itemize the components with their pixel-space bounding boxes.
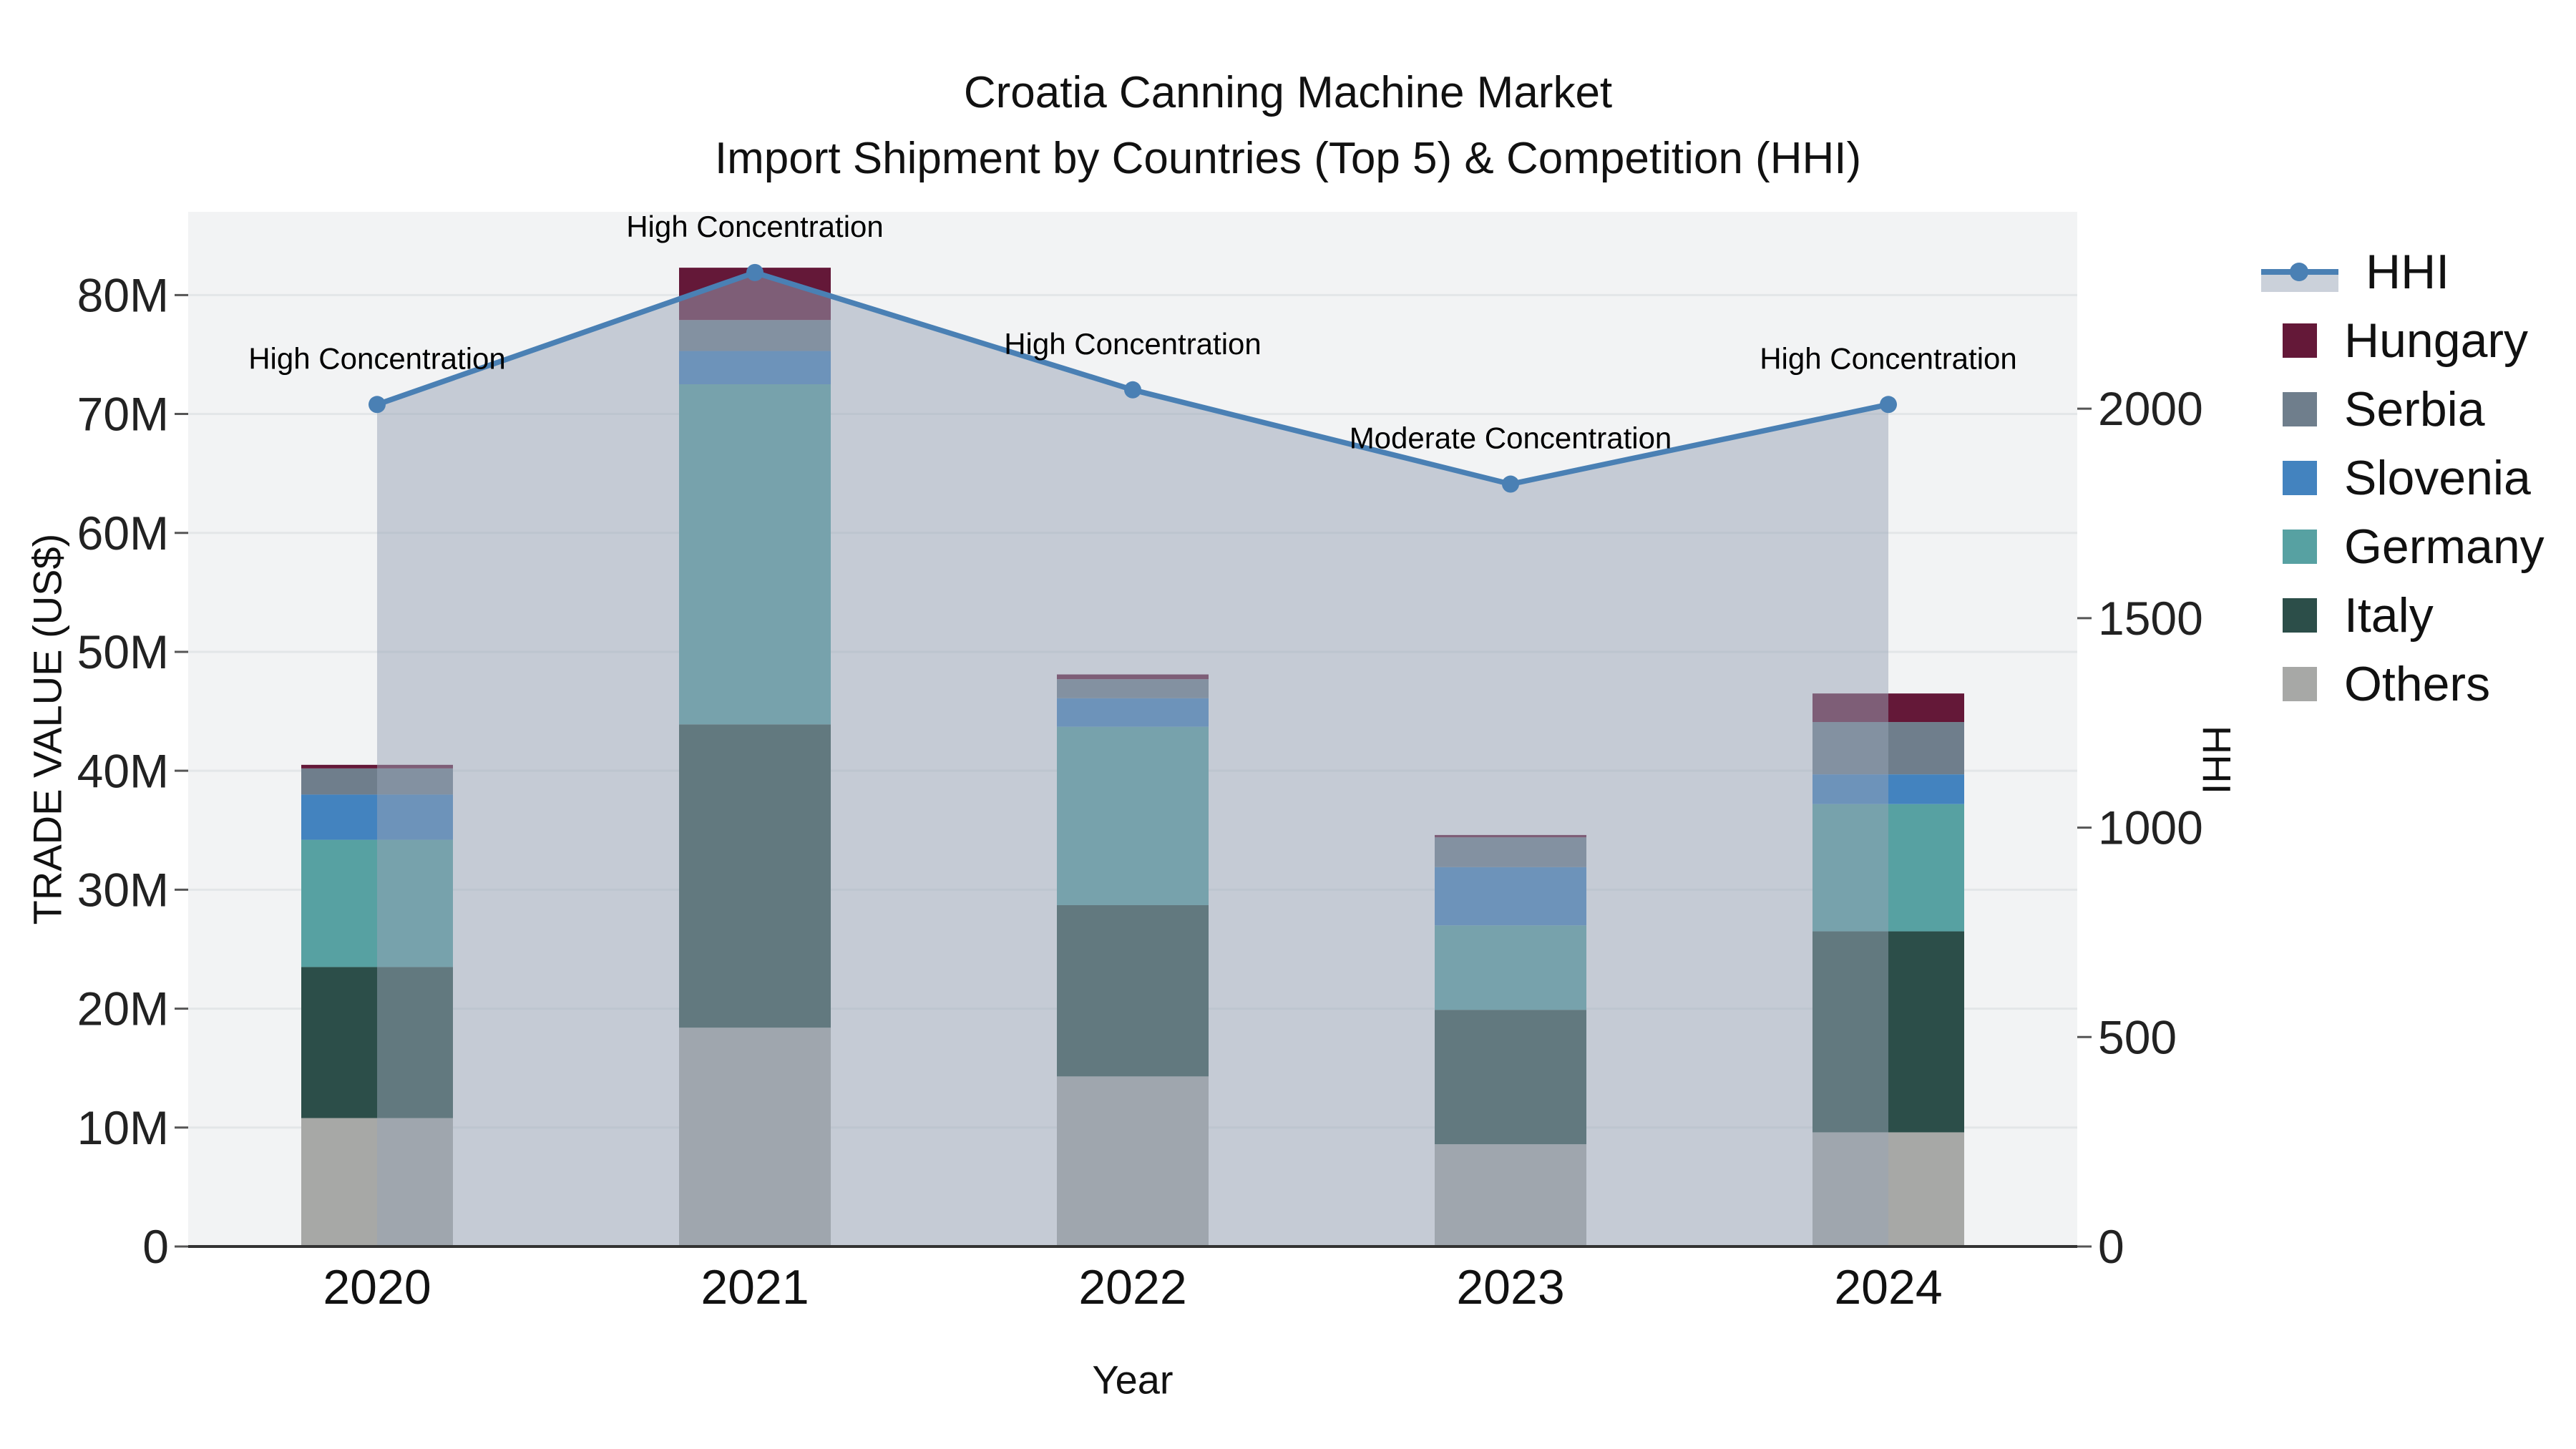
legend-color-swatch <box>2283 598 2317 633</box>
x-tick-label-2021: 2021 <box>701 1260 809 1314</box>
legend-color-swatch <box>2283 530 2317 564</box>
hhi-marker-2020[interactable] <box>369 396 386 414</box>
legend-item-others[interactable]: Others <box>2261 650 2545 718</box>
legend-label: Germany <box>2344 519 2545 574</box>
hhi-area <box>377 272 1888 1247</box>
annotation-2022: High Concentration <box>1004 327 1262 361</box>
hhi-legend-swatch <box>2261 255 2338 292</box>
left-tick-label: 50M <box>77 625 169 678</box>
left-tick-label: 60M <box>77 507 169 560</box>
y-axis-title-right: HHI <box>2194 725 2240 795</box>
legend-item-slovenia[interactable]: Slovenia <box>2261 444 2545 512</box>
left-tick-label: 10M <box>77 1101 169 1154</box>
x-tick-label-2023: 2023 <box>1456 1260 1564 1314</box>
annotation-2021: High Concentration <box>626 210 884 243</box>
right-tick-label: 1500 <box>2098 592 2203 645</box>
left-tick-label: 40M <box>77 744 169 797</box>
left-tick-label: 0 <box>142 1220 169 1273</box>
right-tick-label: 0 <box>2098 1220 2124 1273</box>
left-tick-label: 30M <box>77 863 169 916</box>
right-tick-label: 2000 <box>2098 382 2203 435</box>
x-tick-label-2022: 2022 <box>1078 1260 1186 1314</box>
legend-color-swatch <box>2283 667 2317 701</box>
legend-color-swatch <box>2283 323 2317 358</box>
annotation-2023: Moderate Concentration <box>1350 421 1672 455</box>
annotation-2024: High Concentration <box>1760 341 2017 375</box>
legend-label: Others <box>2344 657 2491 711</box>
legend-item-germany[interactable]: Germany <box>2261 512 2545 581</box>
right-tick-label: 500 <box>2098 1010 2177 1063</box>
hhi-marker-swatch <box>2290 263 2308 281</box>
x-axis-title: Year <box>1092 1357 1174 1402</box>
x-tick-label-2020: 2020 <box>323 1260 431 1314</box>
hhi-marker-2023[interactable] <box>1502 475 1519 493</box>
x-tick-label-2024: 2024 <box>1834 1260 1942 1314</box>
legend-item-serbia[interactable]: Serbia <box>2261 375 2545 444</box>
legend-item-hungary[interactable]: Hungary <box>2261 306 2545 375</box>
chart-title: Croatia Canning Machine Market Import Sh… <box>0 60 2576 192</box>
hhi-marker-2024[interactable] <box>1880 396 1897 414</box>
legend-item-italy[interactable]: Italy <box>2261 581 2545 650</box>
hhi-marker-2022[interactable] <box>1124 381 1141 399</box>
legend-label: HHI <box>2366 245 2450 299</box>
legend-label: Italy <box>2344 588 2434 643</box>
y-axis-title-left: TRADE VALUE (US$) <box>24 533 70 925</box>
left-tick-label: 70M <box>77 388 169 441</box>
hhi-marker-2021[interactable] <box>746 263 763 281</box>
right-tick-label: 1000 <box>2098 801 2203 854</box>
legend-label: Slovenia <box>2344 451 2531 505</box>
legend-color-swatch <box>2283 461 2317 495</box>
legend: HHI Hungary Serbia Slovenia Germany Italy Othe… <box>2261 238 2545 718</box>
chart-title-line2: Import Shipment by Countries (Top 5) & C… <box>714 134 1862 183</box>
left-tick-label: 80M <box>77 268 169 321</box>
legend-item-hhi[interactable]: HHI <box>2261 238 2545 306</box>
chart-title-line1: Croatia Canning Machine Market <box>963 68 1613 117</box>
left-tick-label: 20M <box>77 982 169 1035</box>
annotation-2020: High Concentration <box>248 341 506 375</box>
legend-label: Hungary <box>2344 313 2529 368</box>
legend-label: Serbia <box>2344 382 2485 436</box>
legend-color-swatch <box>2283 392 2317 426</box>
